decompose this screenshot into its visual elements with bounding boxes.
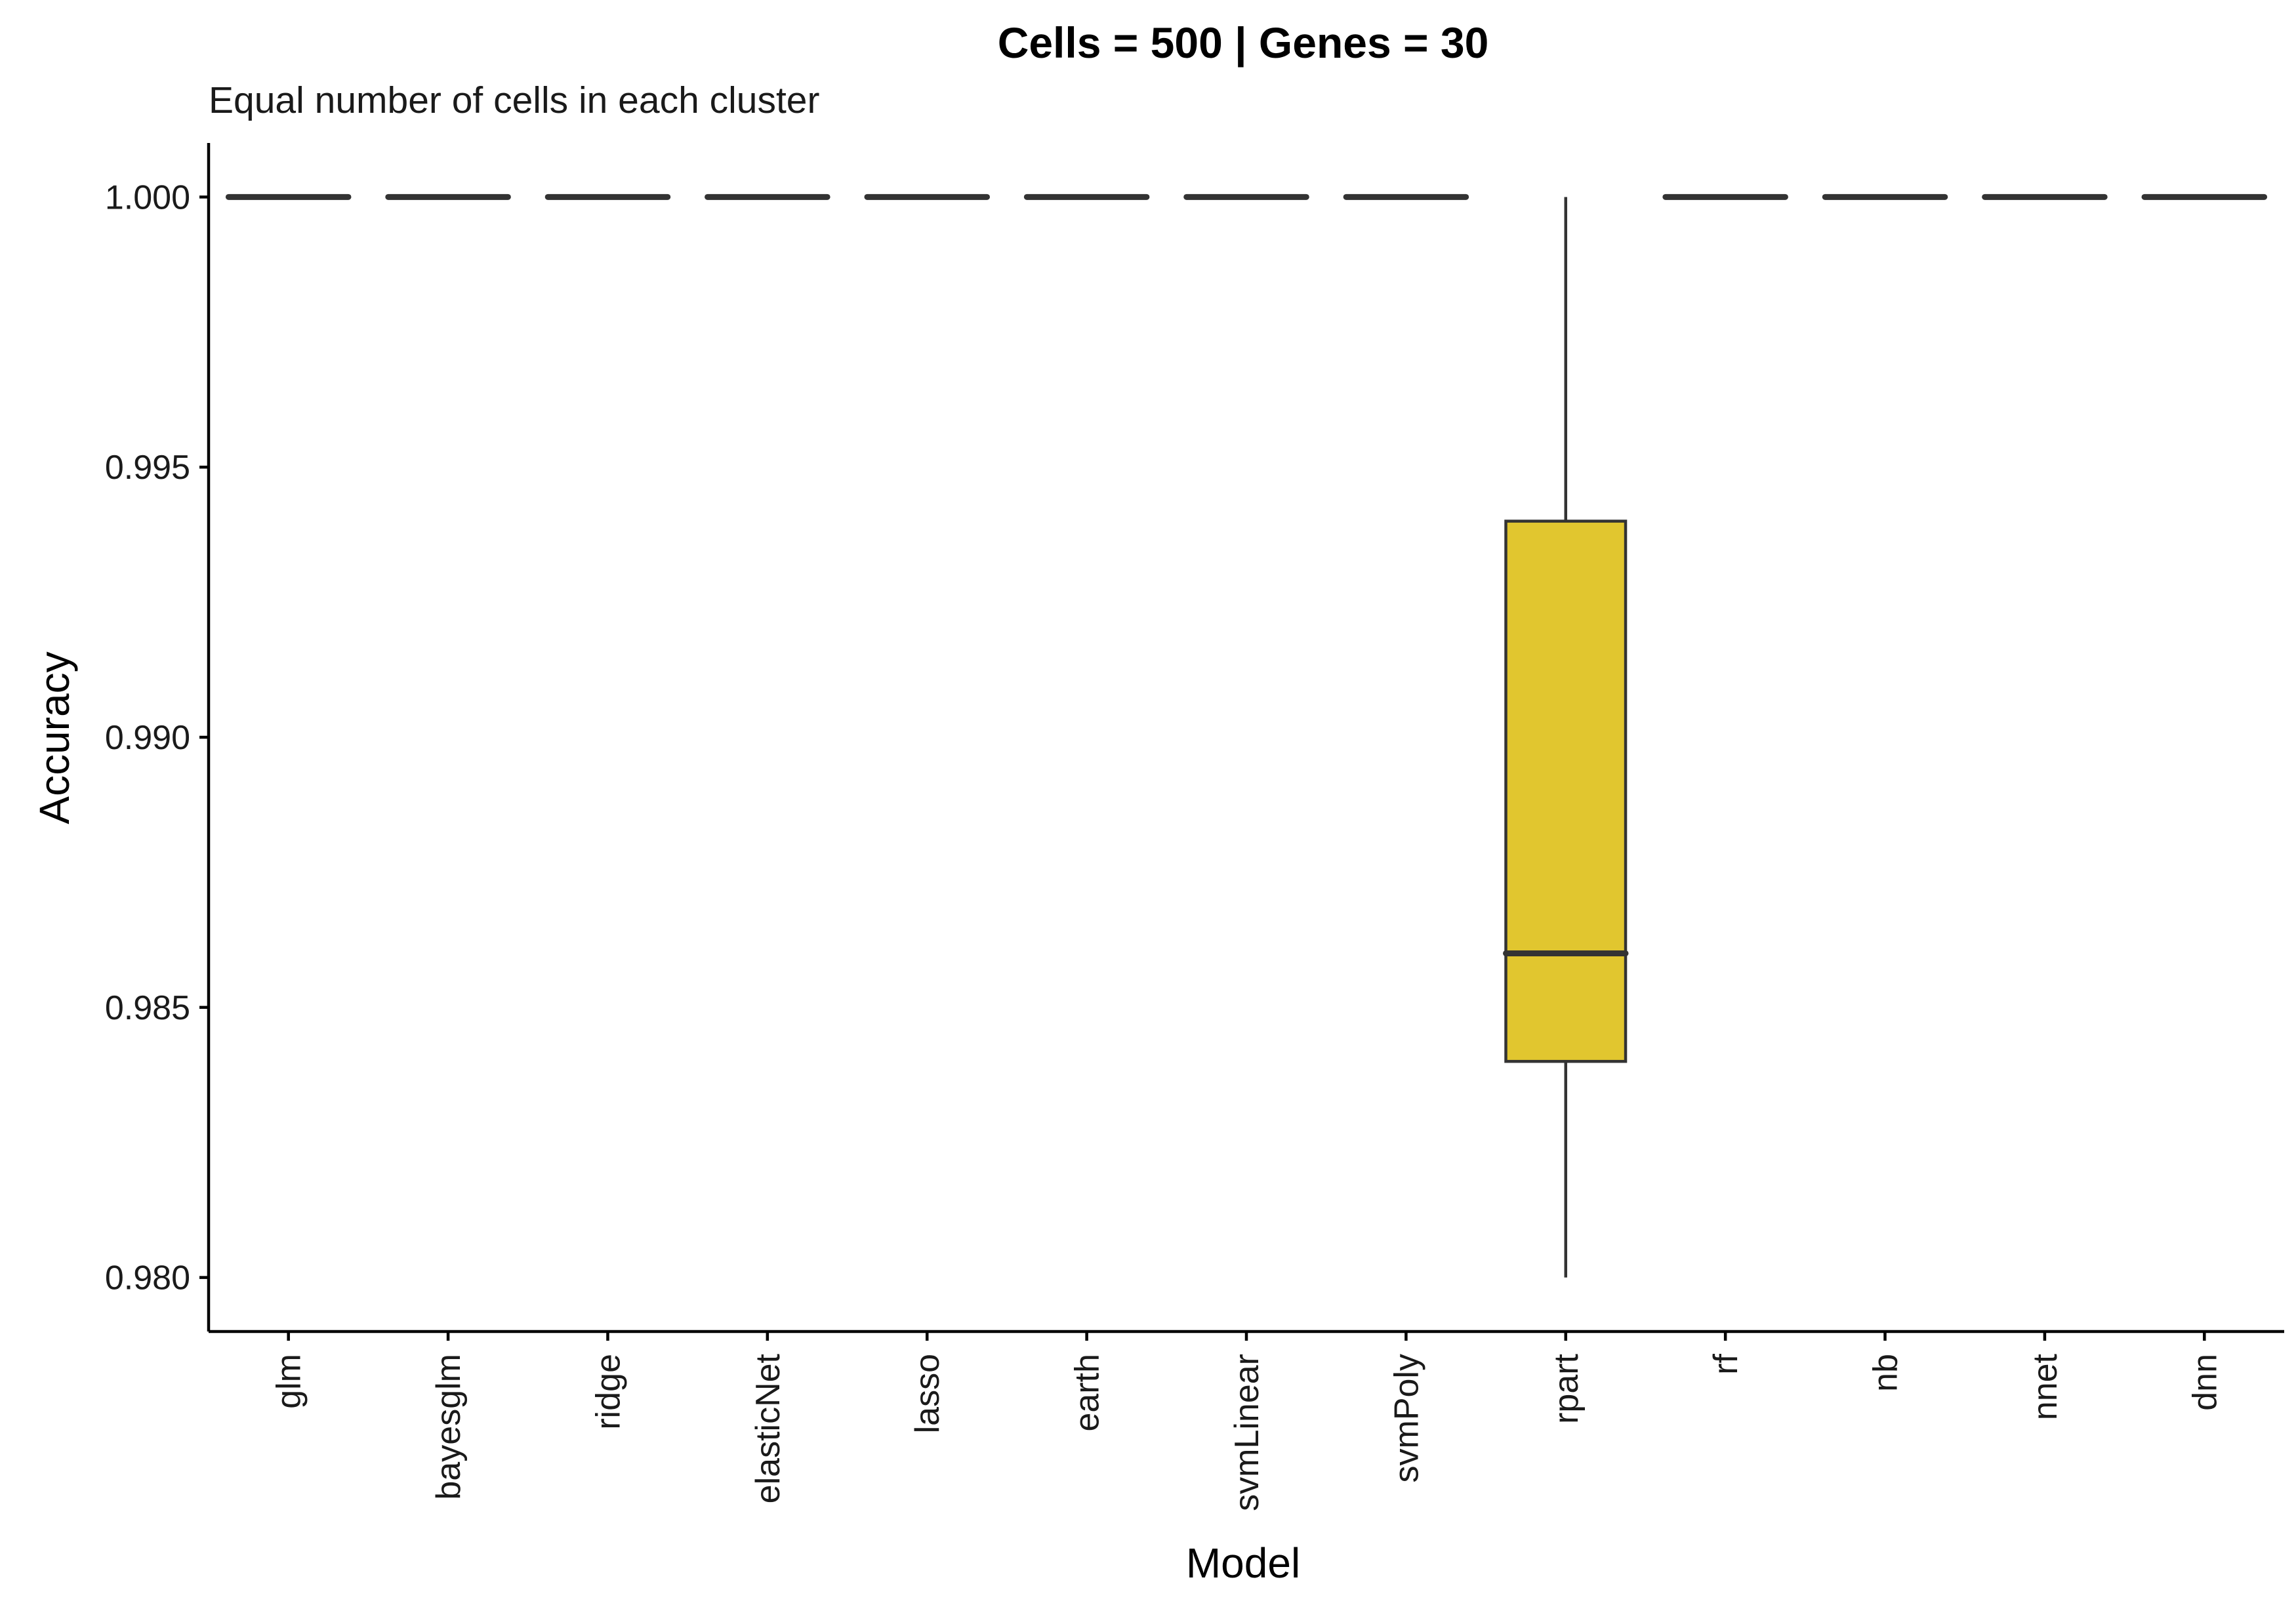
- x-tick-label-ridge: ridge: [589, 1354, 627, 1430]
- x-tick-label-glm: glm: [270, 1354, 308, 1409]
- x-tick-label-dnn: dnn: [2186, 1354, 2224, 1411]
- x-tick-label-rpart: rpart: [1548, 1353, 1586, 1423]
- box-rpart: [1504, 519, 1628, 1063]
- chart-title: Cells = 500 | Genes = 30: [998, 18, 1489, 68]
- x-tick-label-svmLinear: svmLinear: [1228, 1354, 1266, 1511]
- x-tick-label-rf: rf: [1707, 1353, 1745, 1374]
- y-axis-title: Accuracy: [31, 651, 78, 824]
- plot-area: 0.980 0.985 0.990 0.995 1.000 glm bayesglm ridg…: [105, 143, 2284, 1511]
- y-tick-label: 0.995: [105, 449, 190, 487]
- x-tick-label-bayesglm: bayesglm: [430, 1354, 468, 1500]
- x-tick-label-nb: nb: [1867, 1354, 1905, 1392]
- x-axis-title: Model: [1186, 1539, 1300, 1587]
- x-tick-label-elasticNet: elasticNet: [749, 1353, 787, 1503]
- y-tick-label: 0.990: [105, 719, 190, 757]
- y-tick-label: 0.985: [105, 989, 190, 1027]
- y-tick-label: 0.980: [105, 1259, 190, 1297]
- x-tick-label-svmPoly: svmPoly: [1387, 1354, 1425, 1482]
- chart-subtitle: Equal number of cells in each cluster: [209, 79, 820, 121]
- x-tick-label-nnet: nnet: [2026, 1353, 2064, 1420]
- y-tick-label: 1.000: [105, 178, 190, 216]
- x-tick-label-lasso: lasso: [909, 1354, 947, 1433]
- x-tick-label-earth: earth: [1069, 1354, 1107, 1432]
